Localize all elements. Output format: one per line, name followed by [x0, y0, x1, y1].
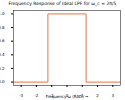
svg-text:Frequency ω (RAD) →: Frequency ω (RAD) → — [46, 94, 89, 99]
svg-text:3: 3 — [112, 93, 115, 98]
svg-text:0.0: 0.0 — [0, 79, 5, 84]
svg-text:0.4: 0.4 — [0, 52, 5, 57]
svg-text:1.0: 1.0 — [0, 11, 5, 16]
svg-text:2: 2 — [96, 93, 99, 98]
html-text:Frequency Response of Ideal LP: Frequency Response of Ideal LPF for ω_c … — [8, 1, 117, 6]
svg-text:0.8: 0.8 — [0, 25, 5, 30]
svg-text:0.2: 0.2 — [0, 66, 5, 71]
svg-text:-3: -3 — [19, 93, 23, 98]
svg-text:-2: -2 — [34, 93, 38, 98]
svg-text:0.6: 0.6 — [0, 38, 5, 43]
